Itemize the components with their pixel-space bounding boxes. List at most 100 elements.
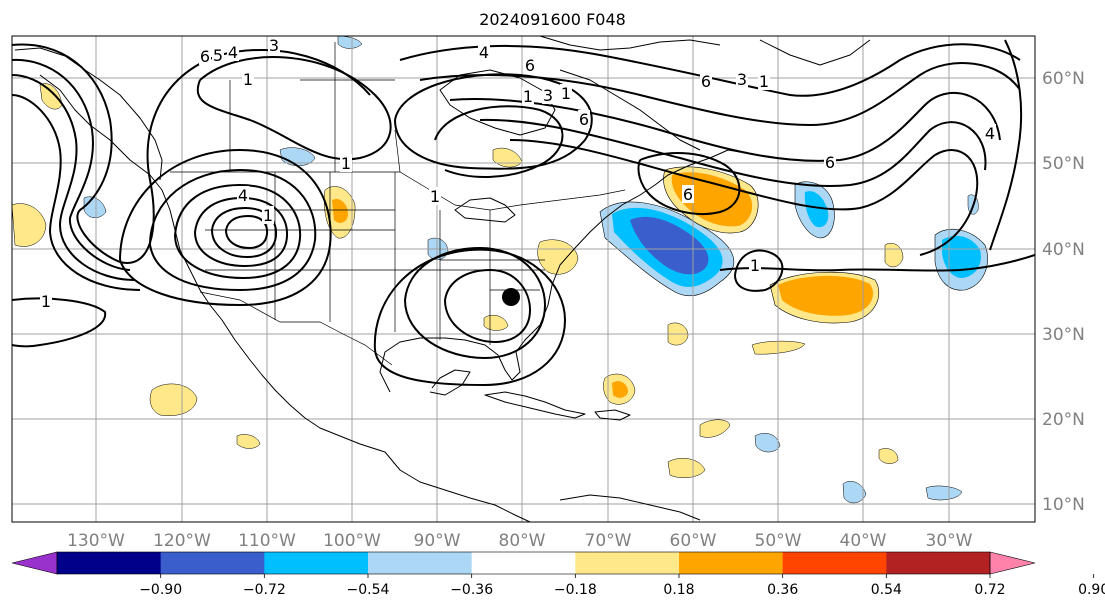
lat-label: 10°N: [1042, 495, 1085, 515]
contour-southeast-low-2: [404, 246, 547, 360]
contour-label: 5: [213, 46, 223, 65]
contour-label: 1: [41, 292, 51, 311]
contour-layer: [12, 39, 1035, 387]
contour-southeast-low-3: [444, 268, 532, 344]
contour-label: 1: [430, 187, 440, 206]
contour-pacific-low: [12, 297, 107, 348]
contour-label: 4: [479, 43, 489, 62]
colorbar-segment: [886, 552, 991, 574]
contour-western-low-3: [174, 183, 302, 280]
coast-gulf: [379, 149, 741, 393]
map-frame: [11, 35, 1036, 523]
neg-patch-3: [754, 433, 781, 453]
colorbar-segment: [679, 552, 784, 574]
contour-label: 1: [341, 154, 351, 173]
colorbar-segment: [575, 552, 680, 574]
contour-label: 1: [750, 256, 760, 275]
colorbar-segment: [471, 552, 576, 574]
contour-azores: [734, 249, 784, 292]
coast-labrador: [559, 69, 701, 151]
lon-label: 130°W: [67, 531, 125, 551]
lon-label: 70°W: [585, 531, 632, 551]
contour-newfoundland: [637, 152, 741, 216]
storm-center-marker: [502, 288, 520, 306]
pos-patch-13: [236, 434, 261, 449]
colorbar-tick-label: −0.54: [347, 582, 390, 598]
chart-title: 2024091600 F048: [479, 10, 626, 29]
coast-hudson-bay: [439, 69, 556, 136]
contour-pacific-ridge-3: [12, 74, 136, 281]
contour-western-low-outer: [119, 148, 332, 307]
contour-atlantic-jet-5: [509, 139, 979, 256]
colorbar: −0.90 −0.72 −0.54 −0.36 −0.18 0.18 0.36 0.54 0.7…: [11, 551, 1105, 598]
contour-north-central: [197, 56, 392, 161]
neg-anomaly-east-2-core: [942, 235, 981, 278]
colorbar-tick-label: 0.90: [1078, 582, 1105, 598]
pos-patch-10: [699, 419, 731, 438]
contour-label: 1: [243, 70, 253, 89]
colorbar-tick-label: −0.36: [450, 582, 493, 598]
pos-anomaly-central-atlantic-core: [778, 275, 874, 316]
contour-label: 1: [263, 206, 273, 225]
lat-axis-labels: 60°N 50°N 40°N 30°N 20°N 10°N: [1042, 69, 1085, 515]
contour-label: 4: [985, 124, 995, 143]
contour-label: 3: [543, 86, 553, 105]
contour-western-low-6: [225, 214, 269, 250]
lat-label: 60°N: [1042, 69, 1085, 89]
lat-label: 40°N: [1042, 240, 1085, 260]
colorbar-segment: [160, 552, 265, 574]
lon-label: 80°W: [499, 531, 546, 551]
contour-atlantic-jet-1: [399, 43, 1021, 97]
contour-label: 6: [701, 72, 711, 91]
coast-alaska: [14, 47, 163, 181]
contour-atlantic-return: [719, 254, 1035, 272]
pos-patch-3-core: [612, 381, 628, 398]
contour-label: 6: [683, 185, 693, 204]
lat-label: 50°N: [1042, 154, 1085, 174]
lat-label: 30°N: [1042, 325, 1085, 345]
neg-patch-5: [925, 485, 963, 501]
coast-arctic: [539, 36, 721, 51]
pos-patch-4: [149, 383, 198, 416]
contour-atlantic-jet-3: [449, 91, 1001, 162]
coast-cuba: [484, 391, 586, 419]
colorbar-tick-label: 0.18: [663, 582, 694, 598]
contour-label: 1: [523, 87, 533, 106]
colorbar-tick-label: −0.18: [554, 582, 597, 598]
colorbar-extend-min: [11, 551, 58, 575]
contour-quebec: [434, 105, 564, 178]
contour-western-low-5: [211, 206, 278, 259]
colorbar-tick-label: 0.72: [974, 582, 1005, 598]
colorbar-tick-label: −0.90: [139, 582, 182, 598]
neg-anomaly-atlantic-core: [630, 216, 709, 275]
pos-patch-2: [537, 239, 579, 275]
colorbar-segment: [368, 552, 473, 574]
shading-layer: [12, 36, 988, 504]
contour-western-low-4: [194, 196, 289, 268]
colorbar-segment: [57, 552, 162, 574]
lat-label: 20°N: [1042, 410, 1085, 430]
neg-anomaly-east-1-core: [804, 191, 829, 228]
contour-label: 6: [200, 47, 210, 66]
neg-patch-7: [337, 36, 363, 49]
coast-yucatan: [429, 369, 471, 396]
neg-patch-4: [842, 481, 867, 504]
contour-western-low-2: [149, 168, 317, 292]
lon-label: 30°W: [926, 531, 973, 551]
colorbar-tick-label: 0.36: [767, 582, 798, 598]
coast-great-lakes: [454, 197, 516, 223]
contour-southeast-low-outer: [373, 248, 567, 387]
contour-label: 1: [561, 84, 571, 103]
colorbar-segment: [264, 552, 369, 574]
pos-patch-5: [12, 203, 47, 247]
lon-axis-labels: 130°W 120°W 110°W 100°W 90°W 80°W 70°W 60°W 50°W…: [67, 531, 973, 551]
lon-label: 90°W: [414, 531, 461, 551]
border-us-mexico: [199, 291, 393, 366]
contour-east-edge: [989, 39, 1023, 251]
contour-label: 6: [825, 153, 835, 172]
lon-label: 60°W: [670, 531, 717, 551]
contour-pacific-ridge-4: [12, 94, 141, 291]
contour-pacific-ridge-2: [12, 58, 131, 271]
colorbar-tick-label: 0.54: [871, 582, 902, 598]
